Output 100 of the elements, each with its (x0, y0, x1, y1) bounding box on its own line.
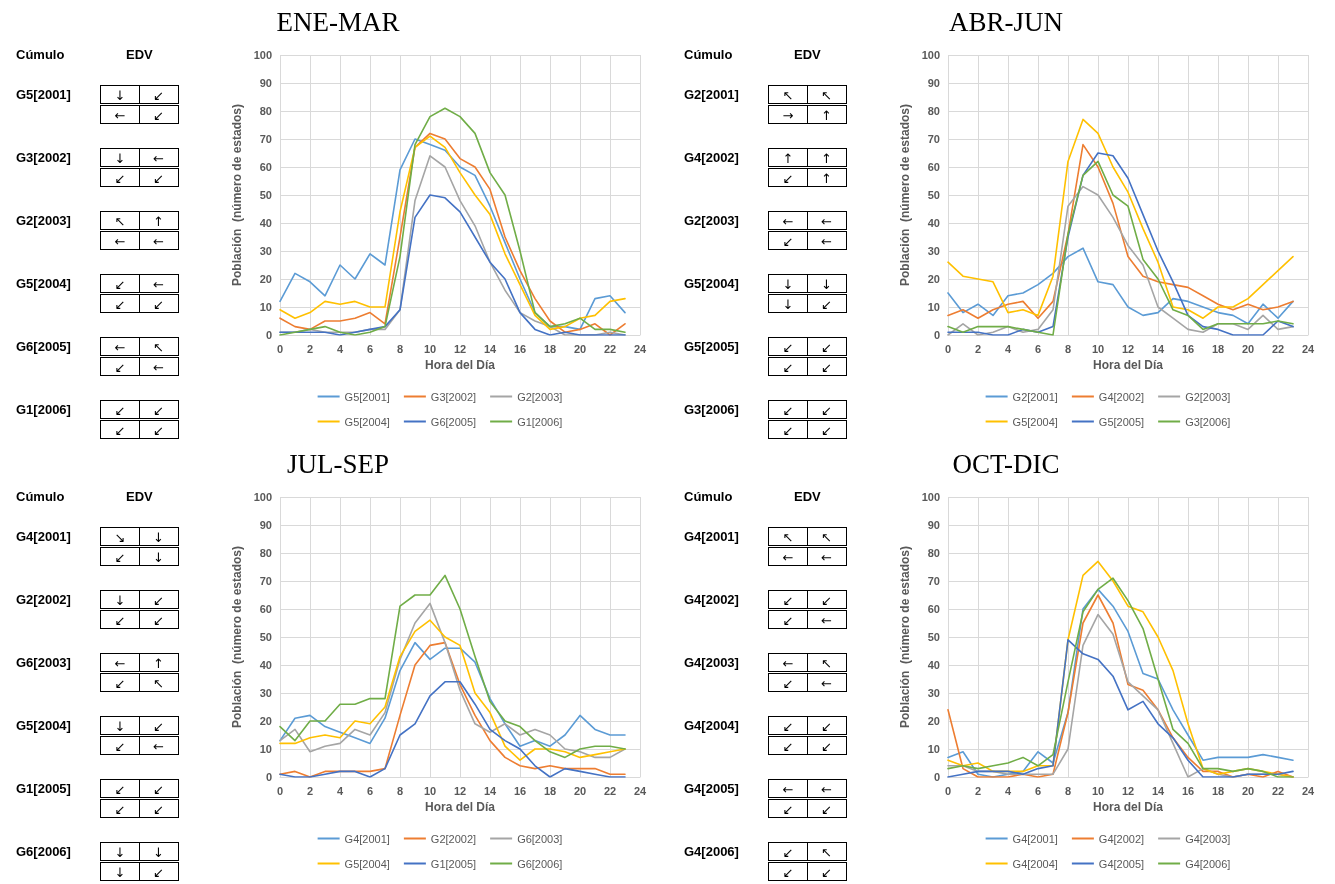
text: ↙ (100, 357, 140, 376)
x-tick-label: 14 (483, 342, 497, 355)
x-tick-label: 10 (423, 342, 437, 355)
text: ↙ (768, 673, 808, 692)
text: ↑ (138, 653, 179, 672)
y-axis-title: Población (número de estados) (897, 545, 912, 729)
text: ↙ (138, 862, 179, 881)
legend-label: G3[2002] (430, 390, 477, 403)
legend-label: G5[2005] (1098, 415, 1145, 428)
line-series (279, 574, 626, 759)
text: ← (100, 337, 140, 356)
text: G5[2004] (684, 275, 739, 293)
text: ↓ (768, 274, 808, 293)
y-tick-label: 30 (259, 245, 272, 257)
text: ↙ (768, 799, 808, 818)
line-series (947, 247, 1294, 325)
text: ↙ (806, 400, 847, 419)
x-tick-label: 20 (1241, 784, 1255, 797)
y-axis-title: Población (número de estados) (897, 103, 912, 287)
text: ↙ (138, 610, 179, 629)
text: ↙ (100, 736, 140, 755)
y-tick-label: 100 (921, 491, 940, 503)
text: ← (806, 779, 847, 798)
text: ↙ (100, 168, 140, 187)
x-tick-label: 4 (1004, 342, 1012, 355)
text: ← (138, 274, 179, 293)
text: ↓ (100, 842, 140, 861)
x-tick-label: 0 (276, 342, 284, 355)
legend-label: G5[2004] (344, 415, 390, 428)
y-tick-label: 50 (927, 189, 940, 201)
text: ↑ (806, 168, 847, 187)
x-tick-label: 2 (306, 784, 314, 797)
text: G4[2002] (684, 149, 739, 167)
line-series (279, 641, 626, 778)
text: ↑ (138, 211, 179, 230)
text: G4[2001] (16, 528, 71, 546)
text: ↙ (806, 337, 847, 356)
y-tick-label: 50 (259, 631, 272, 643)
x-tick-label: 6 (366, 342, 374, 355)
legend-label: G3[2006] (1185, 415, 1231, 428)
x-tick-label: 20 (573, 784, 587, 797)
chart-title: OCT-DIC (952, 448, 1060, 479)
text: ↙ (100, 420, 140, 439)
text: ↙ (768, 168, 808, 187)
x-tick-label: 4 (336, 342, 344, 355)
legend-label: G5[2004] (1012, 415, 1058, 428)
x-tick-label: 10 (423, 784, 437, 797)
text: ↓ (100, 148, 140, 167)
x-tick-label: 24 (633, 784, 647, 797)
y-tick-label: 70 (259, 133, 272, 145)
x-tick-label: 8 (396, 342, 404, 355)
text: ↖ (806, 653, 847, 672)
legend-label: G6[2003] (517, 832, 563, 845)
y-tick-label: 60 (927, 161, 940, 173)
legend-label: G4[2005] (1098, 857, 1145, 870)
text: ↙ (768, 736, 808, 755)
legend-label: G4[2004] (1012, 857, 1058, 870)
legend-label: G5[2004] (344, 857, 390, 870)
text: ← (806, 610, 847, 629)
text: ↙ (806, 357, 847, 376)
x-tick-label: 24 (1301, 784, 1315, 797)
y-tick-label: 50 (927, 631, 940, 643)
text: ↙ (138, 400, 179, 419)
text: ↘ (100, 527, 140, 546)
text: ← (806, 211, 847, 230)
y-tick-label: 30 (259, 687, 272, 699)
x-tick-label: 18 (543, 342, 557, 355)
text: ↙ (100, 547, 140, 566)
y-tick-label: 70 (927, 575, 940, 587)
text: G3[2006] (684, 401, 739, 419)
y-tick-label: 100 (921, 49, 940, 61)
text: G4[2005] (684, 780, 739, 798)
legend-label: G6[2006] (517, 857, 563, 870)
y-tick-label: 90 (259, 519, 272, 531)
text: G6[2003] (16, 654, 71, 672)
legend-label: G2[2002] (430, 832, 477, 845)
text: G2[2003] (16, 212, 71, 230)
text: G4[2002] (684, 591, 739, 609)
y-tick-label: 20 (259, 715, 272, 727)
text: ↙ (768, 842, 808, 861)
x-tick-label: 20 (1241, 342, 1255, 355)
legend-label: G4[2001] (1012, 832, 1058, 845)
text: ← (768, 779, 808, 798)
text: ↙ (100, 610, 140, 629)
x-tick-label: 18 (1211, 342, 1225, 355)
y-tick-label: 20 (927, 273, 940, 285)
text: ↙ (100, 274, 140, 293)
x-tick-label: 22 (1271, 342, 1285, 355)
text: ← (138, 357, 179, 376)
x-tick-label: 6 (366, 784, 374, 797)
x-tick-label: 12 (453, 342, 467, 355)
y-tick-label: 0 (265, 771, 272, 783)
text: ↙ (806, 590, 847, 609)
x-tick-label: 14 (1151, 784, 1165, 797)
text: ↙ (100, 799, 140, 818)
x-tick-label: 4 (336, 784, 344, 797)
x-tick-label: 20 (573, 342, 587, 355)
text: ↙ (806, 294, 847, 313)
text: ↙ (768, 610, 808, 629)
y-tick-label: 100 (253, 49, 272, 61)
